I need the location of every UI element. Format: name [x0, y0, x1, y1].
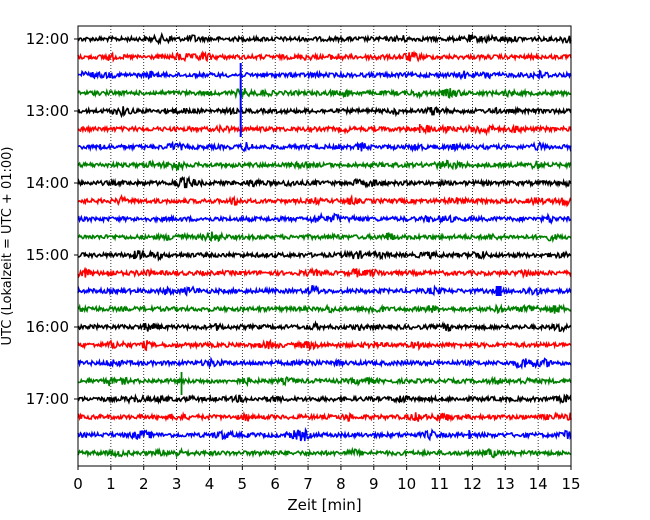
x-axis-ticks: 0 1 2 3 4 5 6 7 8 9 10 11 12 13 14 15 — [73, 466, 581, 493]
trace-line — [77, 175, 572, 189]
x-tick-label: 9 — [369, 475, 379, 493]
trace-line — [77, 231, 572, 244]
x-tick-label: 5 — [238, 475, 248, 493]
trace-line — [77, 356, 572, 371]
x-axis-label: Zeit [min] — [287, 496, 361, 514]
x-tick-label: 12 — [463, 475, 482, 493]
x-tick-label: 10 — [397, 475, 416, 493]
seismic-traces — [77, 31, 572, 459]
y-tick-label: 14:00 — [26, 174, 69, 192]
x-tick-label: 2 — [139, 475, 149, 493]
trace-line — [77, 426, 572, 442]
trace-line — [77, 31, 572, 46]
y-axis-label: UTC (Lokalzeit = UTC + 01:00) — [0, 147, 15, 346]
x-tick-label: 3 — [172, 475, 182, 493]
trace-line — [77, 105, 572, 119]
trace-line — [77, 284, 572, 297]
grid-lines — [110, 26, 539, 466]
trace-line — [77, 303, 572, 316]
trace-line — [77, 211, 572, 225]
x-tick-label: 1 — [106, 475, 116, 493]
trace-line — [77, 140, 572, 153]
trace-line — [77, 393, 572, 405]
x-tick-label: 13 — [496, 475, 515, 493]
trace-line — [77, 123, 572, 137]
x-tick-label: 8 — [336, 475, 346, 493]
x-tick-label: 14 — [529, 475, 548, 493]
trace-line — [77, 338, 572, 352]
x-tick-label: 7 — [303, 475, 313, 493]
trace-line — [77, 446, 572, 459]
y-tick-label: 15:00 — [26, 246, 69, 264]
y-tick-label: 17:00 — [26, 390, 69, 408]
trace-line — [77, 266, 572, 279]
trace-line — [77, 319, 572, 333]
trace-line — [77, 410, 572, 423]
trace-line — [77, 375, 572, 388]
trace-line — [77, 158, 572, 172]
trace-line — [77, 87, 572, 100]
x-tick-label: 6 — [270, 475, 280, 493]
plot-frame — [77, 25, 572, 467]
y-tick-label: 16:00 — [26, 318, 69, 336]
trace-line — [77, 69, 572, 81]
trace-line — [77, 193, 572, 208]
x-tick-label: 15 — [561, 475, 580, 493]
y-tick-label: 12:00 — [26, 30, 69, 48]
y-axis-ticks: 12:00 13:00 14:00 15:00 16:00 17:00 — [26, 30, 78, 408]
x-tick-label: 4 — [205, 475, 215, 493]
trace-line — [77, 248, 572, 262]
trace-line — [77, 50, 572, 63]
y-tick-label: 13:00 — [26, 102, 69, 120]
x-tick-label: 11 — [430, 475, 449, 493]
x-tick-label: 0 — [73, 475, 83, 493]
